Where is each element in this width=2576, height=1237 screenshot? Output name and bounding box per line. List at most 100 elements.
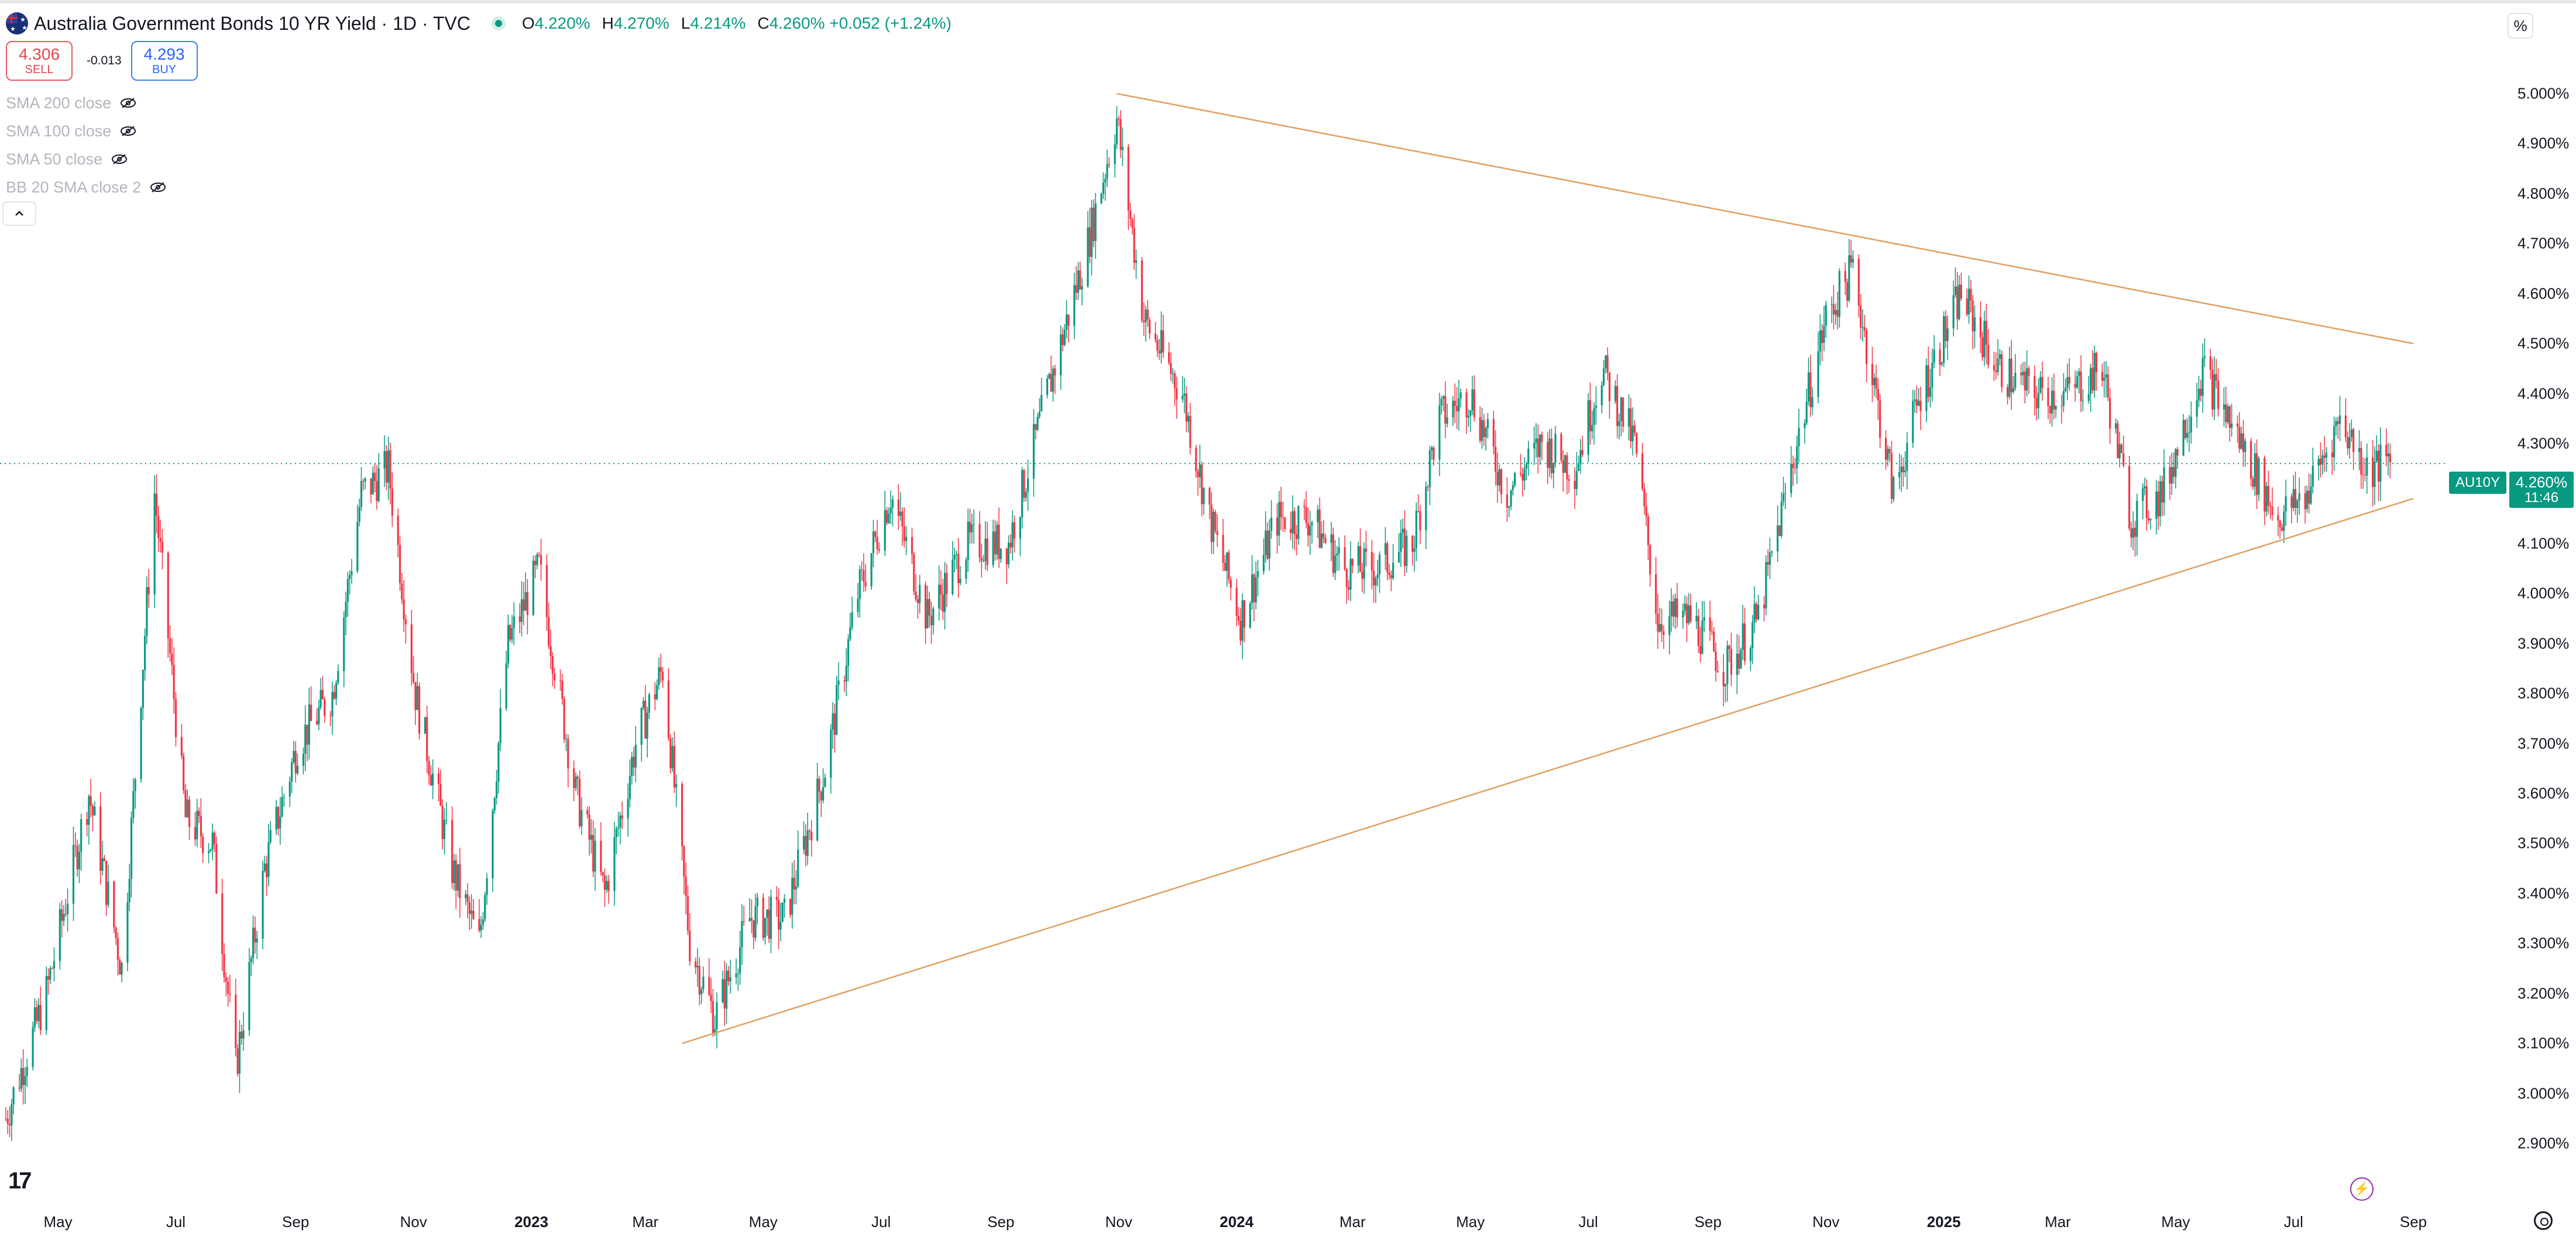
candle-body <box>2078 371 2080 376</box>
candle-body <box>499 708 502 743</box>
candle-body <box>2136 501 2138 537</box>
candle-body <box>2149 518 2152 521</box>
candle-body <box>1970 288 1972 301</box>
candle-body <box>2161 481 2163 503</box>
candle-body <box>1763 604 1766 609</box>
indicator-sma100[interactable]: SMA 100 close <box>6 117 167 145</box>
candle-body <box>832 713 834 730</box>
eye-hidden-icon[interactable] <box>111 153 128 166</box>
candle-body <box>1428 450 1431 487</box>
candle-body <box>1514 473 1516 486</box>
ohlc-open: O4.220% <box>521 14 590 32</box>
candle-body <box>1809 372 1812 407</box>
candle-body <box>538 554 540 555</box>
candle-body <box>1226 552 1228 571</box>
candle-body <box>346 579 349 602</box>
candle-body <box>1077 270 1080 293</box>
time-tick-label: May <box>1456 1213 1485 1231</box>
candle-body <box>1060 334 1062 376</box>
candle-body <box>878 549 880 551</box>
indicator-bb[interactable]: BB 20 SMA close 2 <box>6 173 167 201</box>
candle-body <box>2196 400 2198 417</box>
candle-body <box>308 705 310 745</box>
candle-body <box>213 832 216 844</box>
candle-body <box>1349 558 1352 590</box>
last-price-value: 4.260% <box>2515 473 2568 491</box>
sell-button[interactable]: 4.306 SELL <box>6 41 73 81</box>
eye-hidden-icon[interactable] <box>149 181 167 194</box>
indicator-label: SMA 50 close <box>6 150 103 168</box>
candle-body <box>729 977 731 982</box>
candle-body <box>1649 545 1651 575</box>
candle-body <box>1170 363 1172 374</box>
indicator-sma200[interactable]: SMA 200 close <box>6 89 167 117</box>
candle-body <box>1931 363 1933 387</box>
candle-body <box>1684 603 1686 611</box>
candle-body <box>2240 433 2242 449</box>
candles <box>5 106 2391 1142</box>
eye-hidden-icon[interactable] <box>119 125 137 138</box>
candle-body <box>876 537 878 549</box>
candle-body <box>1757 604 1760 620</box>
candle-body <box>1605 355 1607 369</box>
candle-body <box>1469 410 1472 416</box>
candle-body <box>824 778 826 788</box>
candle-body <box>2358 448 2361 452</box>
candle-body <box>387 450 390 483</box>
candle-body <box>1481 420 1483 441</box>
candle-body <box>1742 623 1744 650</box>
eye-hidden-icon[interactable] <box>119 97 137 109</box>
candle-body <box>851 612 853 628</box>
candle-body <box>2333 426 2335 458</box>
candle-body <box>2068 377 2070 384</box>
price-tick-label: 4.100% <box>2517 534 2570 552</box>
candle-body <box>345 602 347 618</box>
candle-body <box>615 829 617 837</box>
candle-body <box>524 592 527 611</box>
candle-body <box>1906 442 1908 471</box>
price-tick-label: 3.800% <box>2517 684 2570 702</box>
lightning-icon[interactable]: ⚡ <box>2350 1177 2374 1201</box>
gear-icon[interactable] <box>2534 1211 2553 1230</box>
candle-body <box>1189 415 1191 448</box>
axis-unit-button[interactable]: % <box>2508 13 2533 39</box>
candle-body <box>741 921 743 947</box>
collapse-legend-button[interactable] <box>2 201 36 226</box>
candle-body <box>673 745 675 788</box>
candle-body <box>1914 399 1916 401</box>
candle-body <box>563 699 565 740</box>
candle-body <box>613 837 616 891</box>
candle-body <box>1838 271 1840 317</box>
candle-body <box>53 961 56 968</box>
candle-body <box>2280 527 2283 531</box>
indicator-sma50[interactable]: SMA 50 close <box>6 145 167 173</box>
tradingview-logo[interactable]: 17 <box>8 1168 32 1194</box>
candle-body <box>1616 386 1619 427</box>
symbol-title[interactable]: Australia Government Bonds 10 YR Yield ·… <box>34 12 470 34</box>
candle-body <box>913 554 915 592</box>
symbol-legend[interactable]: ★ ★ ★ Australia Government Bonds 10 YR Y… <box>6 11 952 36</box>
candle-body <box>1311 522 1313 526</box>
candle-body <box>465 894 467 899</box>
candle-body <box>1579 450 1582 465</box>
candle-body <box>1158 350 1160 353</box>
candle-body <box>994 531 997 555</box>
candle-body <box>658 667 660 685</box>
candle-body <box>1442 396 1445 399</box>
candle-body <box>1823 325 1825 343</box>
candle-body <box>186 799 188 817</box>
candle-body <box>439 784 442 806</box>
buy-button[interactable]: 4.293 BUY <box>130 41 198 81</box>
candle-body <box>1873 377 1876 386</box>
candle-body <box>775 896 778 901</box>
candle-body <box>849 627 851 640</box>
candle-body <box>1792 463 1794 468</box>
candle-body <box>2209 356 2211 370</box>
candle-body <box>20 1068 22 1089</box>
candle-body <box>1203 487 1205 504</box>
candle-body <box>1052 368 1055 392</box>
candle-body <box>1805 401 1808 424</box>
candle-body <box>2250 441 2252 479</box>
market-status-icon[interactable] <box>491 16 506 30</box>
